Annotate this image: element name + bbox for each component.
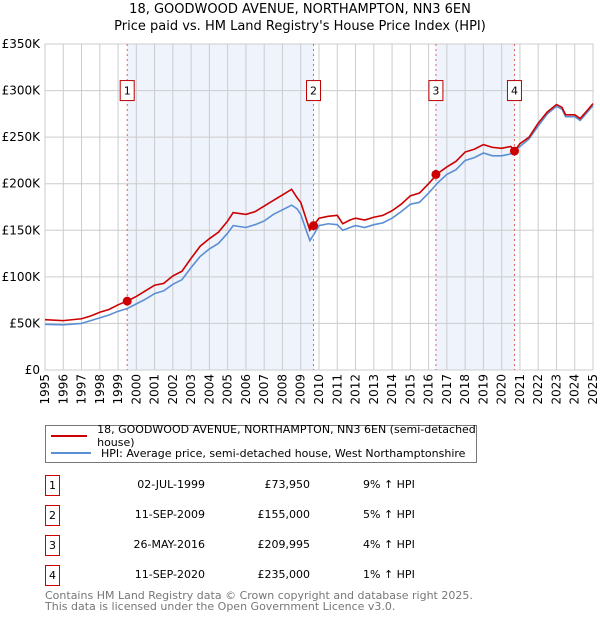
x-tick-label: 1998: [93, 374, 107, 405]
legend-item-property: 18, GOODWOOD AVENUE, NORTHAMPTON, NN3 6E…: [51, 423, 476, 449]
legend: 18, GOODWOOD AVENUE, NORTHAMPTON, NN3 6E…: [45, 423, 477, 463]
x-tick-label: 2001: [148, 374, 162, 405]
transaction-row: 4 11-SEP-2020 £235,000 1% ↑ HPI: [45, 565, 445, 586]
transaction-date: 02-JUL-1999: [137, 478, 205, 491]
x-tick-label: 2007: [257, 374, 271, 405]
shaded-period: [435, 44, 515, 370]
sale-label: 4: [511, 85, 518, 98]
x-tick-label: 2023: [549, 374, 563, 405]
legend-blue-line: [51, 452, 91, 454]
y-tick-label: £350K: [2, 37, 42, 51]
y-tick-label: £300K: [2, 84, 42, 98]
sale-label-box: [428, 80, 444, 102]
transaction-date: 11-SEP-2020: [134, 568, 205, 581]
x-tick-label: 2016: [422, 374, 436, 405]
x-tick-label: 1999: [111, 374, 125, 405]
transaction-number-badge: 4: [45, 565, 60, 586]
legend-red-line: [51, 435, 88, 437]
legend-label-hpi: HPI: Average price, semi-detached house,…: [101, 446, 466, 460]
chart-title: 18, GOODWOOD AVENUE, NORTHAMPTON, NN3 6E…: [129, 2, 471, 17]
x-tick-label: 2021: [513, 374, 527, 405]
transaction-price: £73,950: [264, 478, 311, 491]
x-tick-label: 1997: [75, 374, 89, 405]
shaded-period: [127, 44, 314, 370]
sale-label: 1: [124, 85, 131, 98]
x-tick-label: 2010: [312, 374, 326, 405]
y-tick-label: £200K: [2, 177, 42, 191]
plot-border: [44, 43, 594, 371]
x-tick-label: 2008: [275, 374, 289, 405]
transaction-row: 2 11-SEP-2009 £155,000 5% ↑ HPI: [45, 505, 445, 526]
y-tick-label: £150K: [2, 223, 42, 237]
sale-point: [431, 169, 441, 179]
x-tick-label: 2018: [458, 374, 472, 405]
x-tick-label: 2006: [239, 374, 253, 405]
x-tick-label: 1995: [38, 374, 52, 405]
x-tick-label: 2017: [440, 374, 454, 405]
transaction-price: £155,000: [257, 508, 311, 521]
x-tick-label: 2000: [129, 374, 143, 405]
legend-label-property: 18, GOODWOOD AVENUE, NORTHAMPTON, NN3 6E…: [97, 423, 476, 449]
sale-point: [509, 146, 519, 156]
sale-label: 2: [310, 85, 317, 98]
sale-label-box: [306, 80, 322, 102]
legend-item-hpi: HPI: Average price, semi-detached house,…: [51, 445, 465, 461]
y-tick-label: £100K: [2, 270, 42, 284]
footer-copyright: Contains HM Land Registry data © Crown c…: [45, 589, 473, 602]
transaction-hpi-diff: 5% ↑ HPI: [363, 508, 415, 521]
chart-subtitle: Price paid vs. HM Land Registry's House …: [114, 19, 486, 34]
x-tick-label: 2013: [367, 374, 381, 405]
x-tick-label: 2025: [586, 374, 600, 405]
transaction-hpi-diff: 1% ↑ HPI: [363, 568, 415, 581]
transaction-row: 3 26-MAY-2016 £209,995 4% ↑ HPI: [45, 535, 445, 556]
y-tick-label: £50K: [9, 316, 41, 330]
x-tick-label: 2014: [385, 374, 399, 405]
transaction-hpi-diff: 4% ↑ HPI: [363, 538, 415, 551]
transaction-row: 1 02-JUL-1999 £73,950 9% ↑ HPI: [45, 475, 445, 496]
footer-licence: This data is licensed under the Open Gov…: [45, 600, 396, 613]
x-tick-label: 2009: [294, 374, 308, 405]
price-chart: £0 £50K £100K £150K £200K £250K £300K £350K 1995…: [2, 37, 600, 405]
transaction-price: £209,995: [257, 538, 311, 551]
transaction-number-badge: 3: [45, 535, 60, 556]
x-tick-label: 2024: [568, 374, 582, 405]
transaction-number-badge: 2: [45, 505, 60, 526]
y-tick-label: £0: [25, 363, 40, 377]
x-tick-label: 2019: [476, 374, 490, 405]
transaction-price: £235,000: [257, 568, 311, 581]
transaction-date: 11-SEP-2009: [134, 508, 205, 521]
x-tick-label: 2012: [349, 374, 363, 405]
x-tick-label: 2003: [184, 374, 198, 405]
x-tick-label: 2011: [330, 374, 344, 405]
x-tick-label: 1996: [56, 374, 70, 405]
sale-label-box: [119, 80, 135, 102]
sale-label-box: [506, 80, 522, 102]
x-tick-label: 2020: [495, 374, 509, 405]
x-tick-label: 2002: [166, 374, 180, 405]
x-tick-label: 2004: [202, 374, 216, 405]
sale-point: [309, 221, 319, 231]
x-tick-label: 2022: [531, 374, 545, 405]
transaction-number-badge: 1: [45, 475, 60, 496]
transaction-hpi-diff: 9% ↑ HPI: [363, 478, 415, 491]
y-tick-label: £250K: [2, 130, 42, 144]
transaction-date: 26-MAY-2016: [133, 538, 205, 551]
x-tick-label: 2005: [221, 374, 235, 405]
sale-label: 3: [432, 85, 439, 98]
sale-point: [122, 296, 132, 306]
x-tick-label: 2015: [403, 374, 417, 405]
